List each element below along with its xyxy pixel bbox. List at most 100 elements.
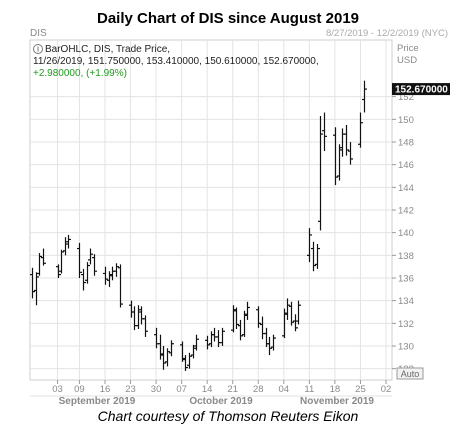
ohlc-bar [271, 334, 276, 351]
ohlc-bar [307, 228, 312, 263]
ohlc-bar [85, 262, 90, 284]
last-price-badge: 152.670000 [392, 83, 450, 96]
x-tick-label: 04 [279, 384, 290, 395]
legend-toggle-icon[interactable] [33, 44, 43, 54]
month-label-november: November 2019 [300, 396, 374, 407]
ohlc-bar [92, 254, 97, 276]
ohlc-bar [242, 310, 247, 337]
price-axis-label: Price [397, 43, 419, 54]
ohlc-bar [362, 80, 367, 113]
y-tick-label: 150 [398, 115, 414, 126]
ohlc-bar [30, 267, 35, 299]
ohlc-bar [285, 298, 290, 320]
ohlc-bar [63, 237, 68, 256]
ohlc-bar [180, 341, 185, 362]
ohlc-bar [245, 301, 250, 320]
y-tick-label: 146 [398, 160, 414, 171]
ohlc-bar [191, 344, 196, 359]
ohlc-bar [333, 127, 338, 186]
ohlc-bar [77, 242, 82, 278]
ohlc-bar [88, 248, 93, 265]
ohlc-bar [358, 112, 363, 148]
x-tick-label: 16 [100, 384, 111, 395]
ohlc-bar [143, 315, 148, 337]
x-tick-label: 03 [52, 384, 63, 395]
x-tick-label: 07 [176, 384, 187, 395]
ohlc-bar [187, 352, 192, 369]
ohlc-bar [81, 268, 86, 291]
y-tick-label: 152 [398, 92, 414, 103]
ohlc-bar [114, 263, 119, 277]
ohlc-bar [118, 264, 123, 308]
ohlc-bar [37, 253, 42, 276]
last-price-value: 152.670000 [395, 85, 448, 96]
x-tick-label: 14 [202, 384, 213, 395]
y-tick-label: 138 [398, 251, 414, 262]
ohlc-bar [103, 266, 108, 285]
ohlc-bar [267, 336, 272, 356]
x-tick-label: 28 [253, 384, 264, 395]
y-tick-label: 134 [398, 296, 414, 307]
symbol-label: DIS [30, 28, 47, 39]
ohlc-bar [66, 234, 71, 249]
y-tick-label: 142 [398, 206, 414, 217]
ohlc-bar [169, 340, 174, 357]
auto-scale-button[interactable]: Auto [396, 367, 424, 380]
y-tick-label: 136 [398, 274, 414, 285]
ohlc-bar [220, 327, 225, 346]
currency-axis-label: USD [397, 55, 417, 66]
ohlc-bar [256, 306, 261, 328]
x-tick-label: 21 [227, 384, 238, 395]
ohlc-bar [296, 300, 301, 325]
ohlc-bar [289, 301, 294, 326]
x-tick-label: 25 [355, 384, 366, 395]
month-label-october: October 2019 [189, 396, 253, 407]
ohlc-bar [41, 248, 46, 266]
x-axis: 03 09 16 23 30 07 14 21 28 04 11 18 25 02 [52, 380, 391, 395]
y-tick-label: 140 [398, 228, 414, 239]
ohlc-bar [238, 319, 243, 341]
ohlc-bar [34, 272, 39, 306]
x-tick-label: 02 [381, 384, 392, 395]
ohlc-bar [348, 142, 353, 165]
ohlc-bar [322, 112, 327, 152]
x-tick-label: 18 [330, 384, 341, 395]
ohlc-bar [344, 125, 349, 156]
auto-scale-label: Auto [401, 369, 420, 379]
legend-change: +2.980000, (+1.99%) [33, 68, 127, 79]
ohlc-bar [311, 241, 316, 272]
ohlc-bar [282, 308, 287, 339]
ohlc-bar [205, 335, 210, 350]
ohlc-bar [183, 355, 188, 371]
y-axis: 128130132134136138140142144146148150152 [392, 92, 414, 375]
ohlc-bar [161, 346, 166, 370]
ohlc-bar [234, 307, 239, 329]
price-bars [30, 80, 367, 371]
y-tick-label: 130 [398, 342, 414, 353]
y-tick-label: 132 [398, 319, 414, 330]
y-tick-label: 144 [398, 183, 414, 194]
ohlc-bar [59, 249, 64, 274]
ohlc-bar [293, 314, 298, 332]
x-tick-label: 09 [74, 384, 85, 395]
chart-caption: Chart courtesy of Thomson Reuters Eikon [97, 408, 359, 424]
x-tick-label: 23 [125, 384, 136, 395]
y-tick-label: 148 [398, 138, 414, 149]
ohlc-bar [165, 348, 170, 367]
ohlc-bar [136, 305, 141, 329]
legend-ohlc-values: 11/26/2019, 151.750000, 153.410000, 150.… [33, 56, 319, 67]
date-range-label: 8/27/2019 - 12/2/2019 (NYC) [326, 28, 448, 39]
ohlc-bar [318, 115, 323, 231]
ohlc-bar [194, 334, 199, 351]
ohlc-bar [315, 244, 320, 269]
x-tick-label: 11 [304, 384, 314, 395]
ohlc-bar [56, 264, 61, 278]
ohlc-bar [231, 305, 236, 333]
ohlc-bar [337, 144, 342, 181]
x-tick-label: 30 [151, 384, 162, 395]
legend-series-label: BarOHLC, DIS, Trade Price, [45, 44, 170, 55]
month-label-september: September 2019 [59, 396, 136, 407]
ohlc-bar [158, 334, 163, 360]
ohlc-bar [107, 271, 112, 288]
